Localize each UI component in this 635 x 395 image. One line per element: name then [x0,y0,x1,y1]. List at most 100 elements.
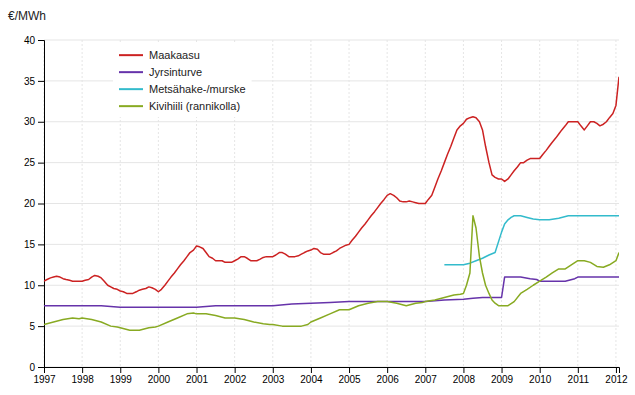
legend-swatch [119,105,143,107]
y-tick: 10 [24,280,44,291]
x-grid-line [387,40,388,367]
x-tick-label: 2002 [224,374,247,385]
y-tick-mark [38,285,44,286]
x-tick-label: 2010 [529,374,552,385]
y-tick: 25 [24,157,44,168]
y-grid-line [44,162,619,163]
y-tick-mark [38,81,44,82]
x-tick: 2002 [224,367,247,385]
x-tick-label: 2004 [300,374,323,385]
x-tick: 1997 [33,367,56,385]
legend-swatch [119,88,143,90]
y-tick-label: 10 [24,280,36,291]
y-tick-label: 25 [24,157,36,168]
x-tick-label: 2005 [338,374,361,385]
y-tick-mark [38,163,44,164]
x-tick-mark [197,367,198,373]
legend-item: Jyrsinturve [119,66,202,78]
y-tick-label: 40 [24,35,36,46]
x-tick: 2005 [338,367,361,385]
series-line [44,277,619,307]
x-tick-label: 2007 [415,374,438,385]
y-tick-label: 5 [29,321,35,332]
x-tick: 2007 [415,367,438,385]
x-tick-label: 2006 [377,374,400,385]
x-tick: 2006 [377,367,400,385]
legend-swatch [119,71,143,73]
x-tick-mark [502,367,503,373]
y-tick: 5 [29,321,44,332]
x-axis-line [45,368,620,374]
x-tick-mark [463,367,464,373]
x-tick-mark [578,367,579,373]
x-tick-label: 2001 [186,374,209,385]
y-tick-label: 15 [24,239,36,250]
legend: Maakaasu Jyrsinturve Metsähake-/murske Kivi… [113,44,252,117]
x-grid-line [272,40,273,367]
x-tick-label: 2011 [568,374,590,385]
y-grid-line [44,203,619,204]
y-grid-line [44,326,619,327]
x-grid-line [577,40,578,367]
x-tick-label: 1998 [72,374,95,385]
y-grid-line [44,40,619,41]
y-tick-label: 20 [24,198,36,209]
legend-item: Metsähake-/murske [119,83,246,95]
y-axis-line [38,41,45,368]
x-tick-mark [387,367,388,373]
plot-area: 1997199819992000200120022003200420052006… [24,35,628,385]
x-tick: 2008 [453,367,476,385]
x-tick: 2010 [529,367,552,385]
x-tick: 2004 [300,367,323,385]
x-tick-mark [273,367,274,373]
legend-item: Maakaasu [119,49,200,61]
x-grid-line [349,40,350,367]
y-grid-line [44,244,619,245]
series-line [44,216,619,330]
x-tick: 1998 [72,367,95,385]
x-tick: 2000 [148,367,171,385]
x-tick-mark [425,367,426,373]
x-tick-mark [158,367,159,373]
y-tick: 15 [24,239,44,250]
y-tick: 35 [24,76,44,87]
y-tick-label: 35 [24,76,36,87]
x-tick: 2011 [568,367,590,385]
grid [44,40,619,367]
x-grid-line [615,40,616,367]
legend-label: Jyrsinturve [149,66,202,78]
x-tick-mark [235,367,236,373]
x-grid-line [463,40,464,367]
x-tick-mark [82,367,83,373]
legend-items: Maakaasu Jyrsinturve Metsähake-/murske Kivi… [119,49,246,112]
y-tick: 30 [24,116,44,127]
chart: 1997199819992000200120022003200420052006… [0,0,635,395]
legend-label: Metsähake-/murske [149,83,246,95]
x-tick-label: 2000 [148,374,171,385]
legend-label: Maakaasu [149,49,200,61]
legend-background [113,44,252,117]
x-axis: 1997199819992000200120022003200420052006… [33,367,628,385]
x-tick-label: 1997 [33,374,56,385]
y-tick-mark [38,367,44,368]
x-tick-label: 2009 [491,374,514,385]
x-tick-label: 2012 [605,374,628,385]
x-tick-mark [120,367,121,373]
x-tick: 1999 [110,367,133,385]
x-tick-mark [616,367,617,373]
y-axis: 0 5 10 15 20 25 30 35 40 [24,35,45,373]
y-tick-mark [38,326,44,327]
y-tick-mark [38,204,44,205]
x-tick-mark [349,367,350,373]
x-tick-mark [540,367,541,373]
legend-swatch [119,54,143,56]
y-tick-mark [38,244,44,245]
y-axis-title: €/MWh [8,9,46,23]
y-grid-line [44,121,619,122]
x-tick-label: 1999 [110,374,133,385]
x-grid-line [539,40,540,367]
y-tick-label: 0 [29,362,35,373]
y-tick: 0 [29,362,44,373]
legend-item: Kivihiili (rannikolla) [119,100,240,112]
x-tick-label: 2008 [453,374,476,385]
